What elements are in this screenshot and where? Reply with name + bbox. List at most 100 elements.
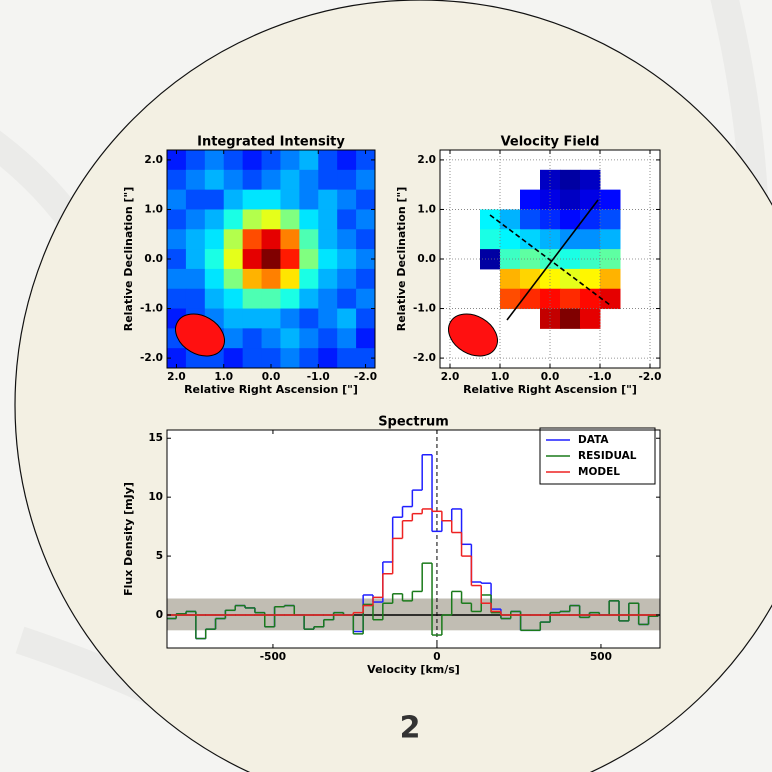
heatmap-cell [356,288,376,310]
heatmap-cell [580,288,601,310]
heatmap-cell [356,189,376,210]
x-tick-label: -1.0 [307,371,330,383]
heatmap-cell [242,308,263,329]
x-tick-label: -2.0 [639,371,662,383]
x-tick-label: -1.0 [589,371,612,383]
heatmap-cell [167,229,187,250]
heatmap-cell [280,348,300,369]
chart-title: Integrated Intensity [197,135,345,150]
heatmap-cell [580,209,601,230]
chart-title: Spectrum [378,415,449,430]
heatmap-cell [242,328,263,349]
heatmap-cell [280,268,300,290]
heatmap-cell [480,249,501,270]
y-tick-label: 5 [156,550,163,562]
heatmap-cell [560,268,581,290]
heatmap-cell [280,288,300,310]
heatmap-cell [280,308,300,329]
heatmap-cell [356,150,376,171]
heatmap-cell [223,209,244,230]
heatmap-cell [318,209,338,230]
heatmap-cell [356,328,376,349]
heatmap-cell [204,268,225,290]
heatmap-cell [261,308,281,329]
heatmap-cell [356,268,376,290]
heatmap-cell [318,150,338,171]
y-axis-label: Relative Declination ["] [395,187,408,332]
heatmap-cell [560,209,581,230]
heatmap-cell [204,169,225,191]
heatmap-cell [356,169,376,191]
x-tick-label: 2.0 [167,371,186,383]
heatmap-cell [299,189,319,210]
heatmap-cell [540,189,561,210]
heatmap-cell [280,150,300,171]
y-tick-label: -2.0 [413,352,436,364]
y-tick-label: 1.0 [144,203,163,215]
heatmap-cell [223,150,244,171]
y-tick-label: 10 [148,491,163,503]
heatmap-cell [223,169,244,191]
x-tick-label: 0.0 [541,371,560,383]
heatmap-cell [337,348,357,369]
heatmap-cell [337,249,357,270]
heatmap-cell [299,268,319,290]
heatmap-cell [261,288,281,310]
heatmap-cell [223,288,244,310]
heatmap-cell [261,209,281,230]
heatmap-cell [242,189,263,210]
heatmap-cell [600,229,621,250]
y-tick-label: -2.0 [140,352,163,364]
y-axis-label: Flux Density [mJy] [122,482,135,596]
heatmap-cell [261,229,281,250]
page-disc [14,0,772,772]
heatmap-cell [337,229,357,250]
heatmap-cell [540,169,561,191]
heatmap-cell [185,150,206,171]
legend-label: MODEL [578,466,620,478]
heatmap-cell [223,189,244,210]
heatmap-cell [318,249,338,270]
heatmap-cell [337,288,357,310]
heatmap-cell [356,209,376,230]
y-tick-label: 0.0 [417,253,436,265]
heatmap-cell [337,308,357,329]
x-tick-label: 0 [433,651,440,663]
heatmap-cell [280,328,300,349]
heatmap-cell [185,209,206,230]
heatmap-cell [280,249,300,270]
y-tick-label: -1.0 [140,303,163,315]
heatmap-cell [280,169,300,191]
heatmap-cell [261,189,281,210]
heatmap-cell [185,249,206,270]
plot-frame [166,149,376,369]
heatmap-cell [318,268,338,290]
beam-ellipse [175,313,225,357]
heatmap-cell [600,288,621,310]
heatmap-cell [299,348,319,369]
x-axis-label: Velocity [km/s] [367,663,460,676]
heatmap-cell [261,169,281,191]
y-axis-label: Relative Declination ["] [122,187,135,332]
heatmap-cell [356,229,376,250]
heatmap-cell [167,189,187,210]
heatmap-cell [318,348,338,369]
heatmap-cell [261,150,281,171]
heatmap-cell [560,288,581,310]
heatmap-cell [500,229,521,250]
heatmap-cell [580,308,601,329]
x-tick-label: -2.0 [354,371,377,383]
x-tick-label: -500 [260,651,286,663]
x-tick-label: 1.0 [214,371,233,383]
heatmap-cell [242,169,263,191]
heatmap-cell [580,229,601,250]
x-tick-label: 0.0 [262,371,281,383]
heatmap-cell [580,169,601,191]
y-tick-label: 2.0 [417,154,436,166]
heatmap-cell [560,189,581,210]
heatmap-cell [520,189,541,210]
heatmap-cell [356,348,376,369]
heatmap-cell [167,209,187,230]
y-tick-label: 2.0 [144,154,163,166]
x-tick-label: 1.0 [491,371,510,383]
